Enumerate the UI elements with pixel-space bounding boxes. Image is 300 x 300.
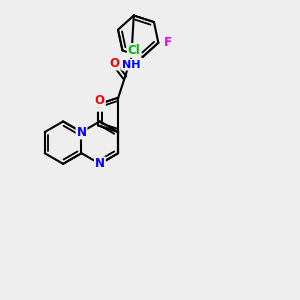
Text: O: O — [110, 56, 120, 70]
Text: S: S — [94, 98, 102, 111]
Text: NH: NH — [122, 60, 141, 70]
Text: N: N — [95, 157, 105, 170]
Text: N: N — [76, 125, 86, 139]
Text: Cl: Cl — [128, 44, 140, 57]
Text: F: F — [164, 36, 172, 49]
Text: O: O — [95, 94, 105, 107]
